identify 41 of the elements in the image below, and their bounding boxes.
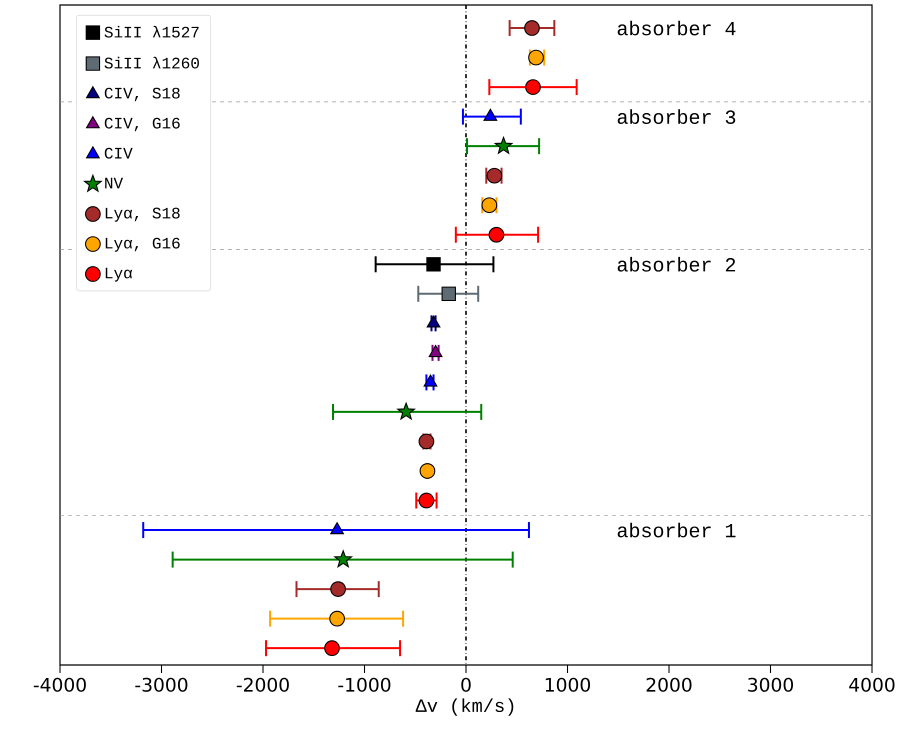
- point: [426, 257, 441, 272]
- annotation: absorber 3: [618, 109, 736, 124]
- point: [424, 374, 438, 387]
- x-tick-label: 2000: [646, 678, 692, 692]
- point: [426, 315, 440, 328]
- x-tick-label: -2000: [236, 678, 289, 692]
- legend-label: Lyα, S18: [106, 208, 180, 222]
- point: [418, 434, 434, 450]
- point: [442, 286, 456, 302]
- legend-label: SiII λ1260: [104, 56, 199, 69]
- point: [330, 522, 344, 534]
- point: [330, 581, 346, 597]
- x-tick-label: 3000: [748, 678, 794, 692]
- x-tick-label: 4000: [849, 678, 895, 692]
- legend-label: CIV: [104, 148, 133, 159]
- x-tick-label: -3000: [135, 678, 188, 692]
- point: [418, 492, 434, 508]
- legend-label: Lyα: [106, 268, 132, 282]
- legend-label: CIV, G16: [104, 118, 180, 132]
- point: [329, 610, 345, 627]
- point: [334, 550, 352, 568]
- legend-label: SiII λ1527: [104, 26, 199, 38]
- point: [488, 226, 504, 243]
- annotation: absorber 4: [618, 20, 736, 36]
- annotation: absorber 2: [618, 256, 736, 272]
- x-tick-label: -1000: [338, 678, 390, 692]
- point: [397, 402, 416, 420]
- x-axis-title: Δv (km/s): [416, 698, 514, 716]
- x-tick-label: 1000: [546, 678, 590, 692]
- point: [494, 136, 512, 154]
- legend-label: NV: [105, 178, 124, 188]
- point: [324, 640, 340, 656]
- point: [420, 463, 436, 479]
- x-tick-label: 0: [461, 678, 471, 692]
- legend-label: Lyα, G16: [106, 238, 180, 252]
- point: [524, 20, 540, 36]
- x-tick-label: -4000: [34, 678, 86, 692]
- point: [525, 79, 541, 95]
- annotation: absorber 1: [618, 522, 736, 538]
- point: [428, 345, 442, 358]
- legend-label: CIV, S18: [104, 88, 180, 102]
